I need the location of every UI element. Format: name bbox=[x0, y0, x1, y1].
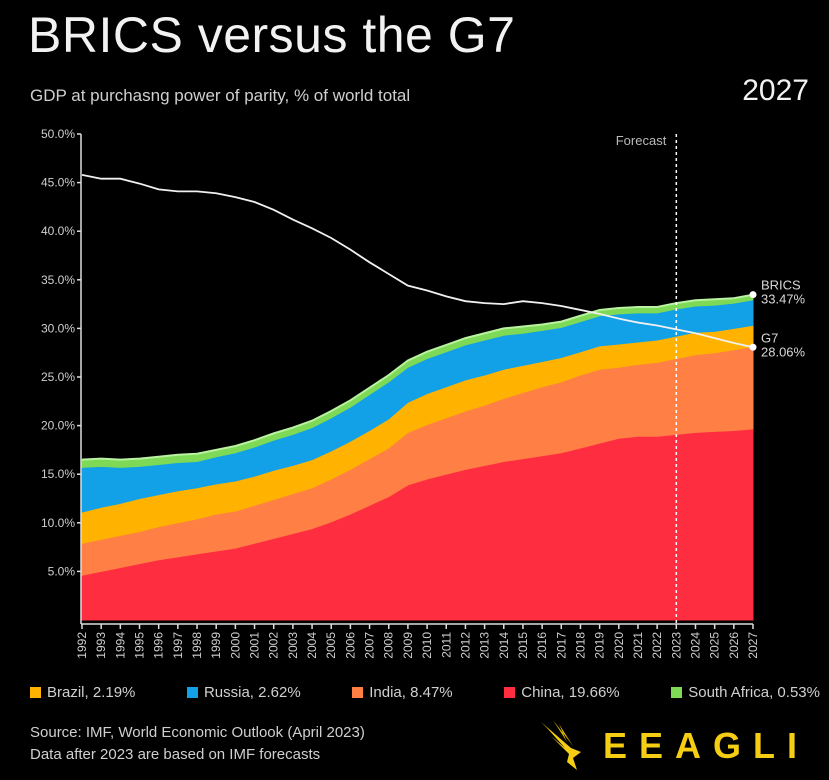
end-label-name: BRICS bbox=[761, 278, 801, 293]
x-tick-label: 2020 bbox=[612, 632, 626, 659]
x-tick-label: 1993 bbox=[94, 632, 108, 659]
legend-item-china: China, 19.66% bbox=[504, 684, 620, 701]
x-tick-label: 2024 bbox=[688, 632, 702, 659]
y-tick-label: 40.0% bbox=[41, 224, 75, 238]
x-tick-label: 2025 bbox=[708, 632, 722, 659]
x-tick-label: 2006 bbox=[343, 632, 357, 659]
y-tick-label: 15.0% bbox=[41, 467, 75, 481]
x-tick-label: 2003 bbox=[286, 632, 300, 659]
source-line: Source: IMF, World Economic Outlook (Apr… bbox=[30, 724, 365, 741]
end-label-value: 33.47% bbox=[761, 292, 806, 307]
x-tick-label: 2027 bbox=[746, 632, 760, 659]
x-tick-label: 1996 bbox=[152, 632, 166, 659]
source-note: Source: IMF, World Economic Outlook (Apr… bbox=[30, 722, 365, 766]
x-tick-label: 2018 bbox=[573, 632, 587, 659]
end-label-name: G7 bbox=[761, 330, 778, 345]
x-tick-label: 2026 bbox=[727, 632, 741, 659]
x-tick-label: 2015 bbox=[516, 632, 530, 659]
x-tick-label: 2019 bbox=[593, 632, 607, 659]
x-tick-label: 2021 bbox=[631, 632, 645, 659]
x-tick-label: 2008 bbox=[382, 632, 396, 659]
legend-swatch bbox=[504, 687, 516, 698]
legend-label: India, 8.47% bbox=[369, 684, 453, 701]
forecast-label: Forecast bbox=[616, 133, 667, 148]
x-tick-label: 2001 bbox=[248, 632, 262, 659]
x-tick-label: 1995 bbox=[133, 632, 147, 659]
legend-swatch bbox=[352, 687, 364, 698]
legend-item-russia: Russia, 2.62% bbox=[186, 684, 301, 701]
y-tick-label: 10.0% bbox=[41, 516, 75, 530]
x-tick-label: 2022 bbox=[650, 632, 664, 659]
legend-item-india: India, 8.47% bbox=[352, 684, 453, 701]
x-tick-label: 2010 bbox=[420, 632, 434, 659]
y-tick-label: 45.0% bbox=[41, 176, 75, 190]
y-tick-label: 35.0% bbox=[41, 273, 75, 287]
x-tick-label: 1999 bbox=[209, 632, 223, 659]
x-tick-label: 2007 bbox=[363, 632, 377, 659]
x-tick-label: 1992 bbox=[75, 632, 89, 659]
logo: EEAGLI bbox=[537, 718, 809, 774]
chart: 5.0% 10.0% 15.0% 20.0% 25.0% 30.0% 35.0% 40.0% 4… bbox=[41, 127, 806, 659]
legend-item-brazil: Brazil, 2.19% bbox=[30, 684, 135, 701]
y-tick-label: 30.0% bbox=[41, 321, 75, 335]
legend-label: South Africa, 0.53% bbox=[688, 684, 820, 701]
chart-title: BRICS versus the G7 bbox=[28, 7, 516, 63]
eagle-icon bbox=[540, 720, 581, 770]
end-marker-g7 bbox=[749, 343, 757, 351]
forecast-note: Data after 2023 are based on IMF forecas… bbox=[30, 746, 321, 763]
x-tick-label: 2005 bbox=[324, 632, 338, 659]
legend: Brazil, 2.19% Russia, 2.62% India, 8.47%… bbox=[30, 684, 820, 701]
year-label: 2027 bbox=[742, 74, 809, 107]
x-tick-label: 2011 bbox=[439, 632, 453, 658]
x-tick-label: 1997 bbox=[171, 632, 185, 659]
x-tick-label: 2013 bbox=[478, 632, 492, 659]
y-tick-label: 20.0% bbox=[41, 419, 75, 433]
y-tick-label: 5.0% bbox=[48, 564, 76, 578]
x-tick-label: 2002 bbox=[267, 632, 281, 659]
x-tick-label: 2016 bbox=[535, 632, 549, 659]
legend-swatch bbox=[186, 687, 198, 698]
x-tick-label: 2023 bbox=[669, 632, 683, 659]
legend-label: Brazil, 2.19% bbox=[47, 684, 136, 701]
x-tick-label: 1998 bbox=[190, 632, 204, 659]
x-tick-label: 2004 bbox=[305, 632, 319, 659]
y-tick-label: 25.0% bbox=[41, 370, 75, 384]
legend-swatch bbox=[671, 687, 683, 698]
x-tick-label: 2017 bbox=[554, 632, 568, 659]
legend-label: Russia, 2.62% bbox=[203, 684, 301, 701]
logo-text: EEAGLI bbox=[602, 725, 809, 766]
x-tick-label: 1994 bbox=[113, 632, 127, 659]
g7-line bbox=[81, 173, 754, 349]
x-tick-label: 2014 bbox=[497, 632, 511, 659]
x-tick-label: 2009 bbox=[401, 632, 415, 659]
legend-item-south-africa: South Africa, 0.53% bbox=[671, 684, 820, 701]
legend-label: China, 19.66% bbox=[521, 684, 620, 701]
x-tick-label: 2012 bbox=[458, 632, 472, 659]
end-marker-brics bbox=[749, 291, 757, 299]
end-label-value: 28.06% bbox=[761, 344, 806, 359]
x-tick-label: 2000 bbox=[228, 632, 242, 659]
brics-total-line bbox=[81, 293, 754, 461]
y-tick-label: 50.0% bbox=[41, 127, 75, 141]
chart-subtitle: GDP at purchasng power of parity, % of w… bbox=[30, 86, 411, 105]
legend-swatch bbox=[30, 687, 41, 698]
